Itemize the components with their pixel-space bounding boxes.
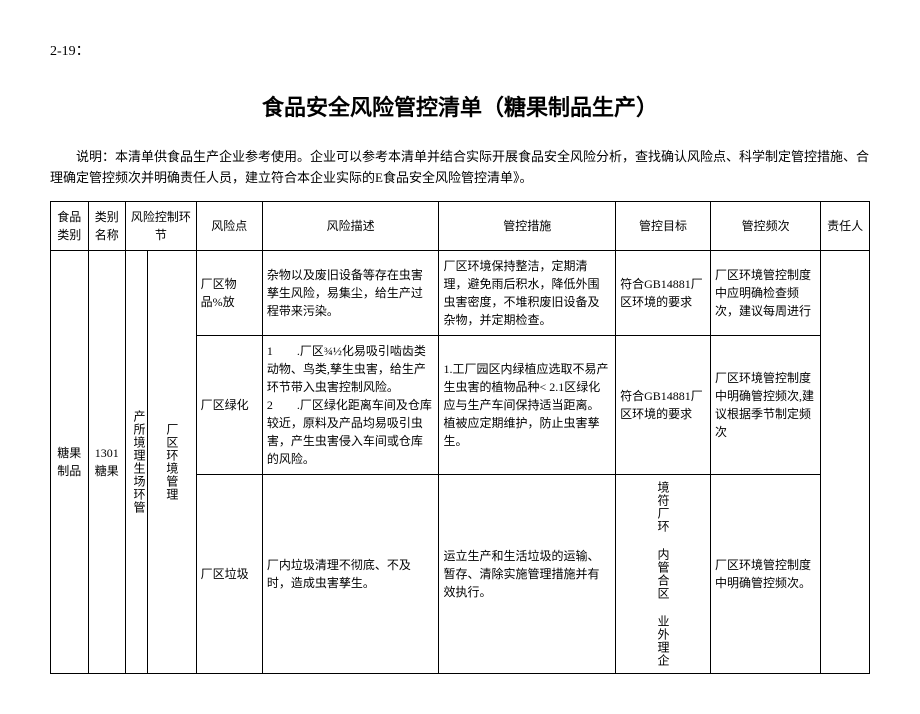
cell-responsible [821, 250, 870, 673]
cell-risk-point: 厂区绿化 [196, 335, 262, 474]
cell-control-measure: 1.工厂园区内绿植应选取不易产生虫害的植物品种< 2.1区绿化应与生产车间保持适… [439, 335, 616, 474]
cell-control-freq: 厂区环境管控制度中应明确检查频次，建议每周进行 [711, 250, 821, 335]
risk-control-table: 食品类别 类别名称 风险控制环节 风险点 风险描述 管控措施 管控目标 管控频次… [50, 201, 870, 674]
cell-control-freq: 厂区环境管控制度中明确管控频次,建议根据季节制定频次 [711, 335, 821, 474]
table-row: 糖果制品 1301糖果 产所境理生场环管 厂区环境管理 厂区物品%放 杂物以及废… [51, 250, 870, 335]
cell-control-target: 符合GB14881厂区环境的要求 [616, 250, 711, 335]
cell-control-freq: 厂区环境管控制度中明确管控频次。 [711, 474, 821, 673]
cell-risk-point: 厂区垃圾 [196, 474, 262, 673]
cell-control-measure: 厂区环境保持整洁，定期清理，避免雨后积水，降低外围虫害密度，不堆积废旧设备及杂物… [439, 250, 616, 335]
th-food-category: 食品类别 [51, 201, 89, 250]
description-text: 说明：本清单供食品生产企业参考使用。企业可以参考本清单并结合实际开展食品安全风险… [50, 147, 870, 189]
cell-control-target: 境符厂环 内管合区 业外理企 [616, 474, 711, 673]
th-risk-control-link: 风险控制环节 [126, 201, 197, 250]
cell-control-target: 符合GB14881厂区环境的要求 [616, 335, 711, 474]
th-risk-point: 风险点 [196, 201, 262, 250]
th-category-name: 类别名称 [88, 201, 126, 250]
table-header-row: 食品类别 类别名称 风险控制环节 风险点 风险描述 管控措施 管控目标 管控频次… [51, 201, 870, 250]
th-responsible: 责任人 [821, 201, 870, 250]
cell-risk-desc: 杂物以及废旧设备等存在虫害孳生风险，易集尘，给生产过程带来污染。 [262, 250, 439, 335]
th-control-measure: 管控措施 [439, 201, 616, 250]
cell-link-group1: 产所境理生场环管 [126, 250, 148, 673]
th-control-freq: 管控频次 [711, 201, 821, 250]
th-risk-desc: 风险描述 [262, 201, 439, 250]
page-title: 食品安全风险管控清单（糖果制品生产） [50, 90, 870, 122]
th-control-target: 管控目标 [616, 201, 711, 250]
cell-control-measure: 运立生产和生活垃圾的运输、暂存、清除实施管理措施并有效执行。 [439, 474, 616, 673]
cell-link-group2: 厂区环境管理 [148, 250, 197, 673]
cell-risk-desc: 1 .厂区¾½化易吸引啮齿类动物、鸟类,孳生虫害，给生产环节带入虫害控制风险。 … [262, 335, 439, 474]
cell-category-name: 1301糖果 [88, 250, 126, 673]
cell-risk-point: 厂区物品%放 [196, 250, 262, 335]
cell-food-category: 糖果制品 [51, 250, 89, 673]
page-number: 2-19： [50, 40, 870, 60]
cell-risk-desc: 厂内垃圾清理不彻底、不及时，造成虫害孳生。 [262, 474, 439, 673]
